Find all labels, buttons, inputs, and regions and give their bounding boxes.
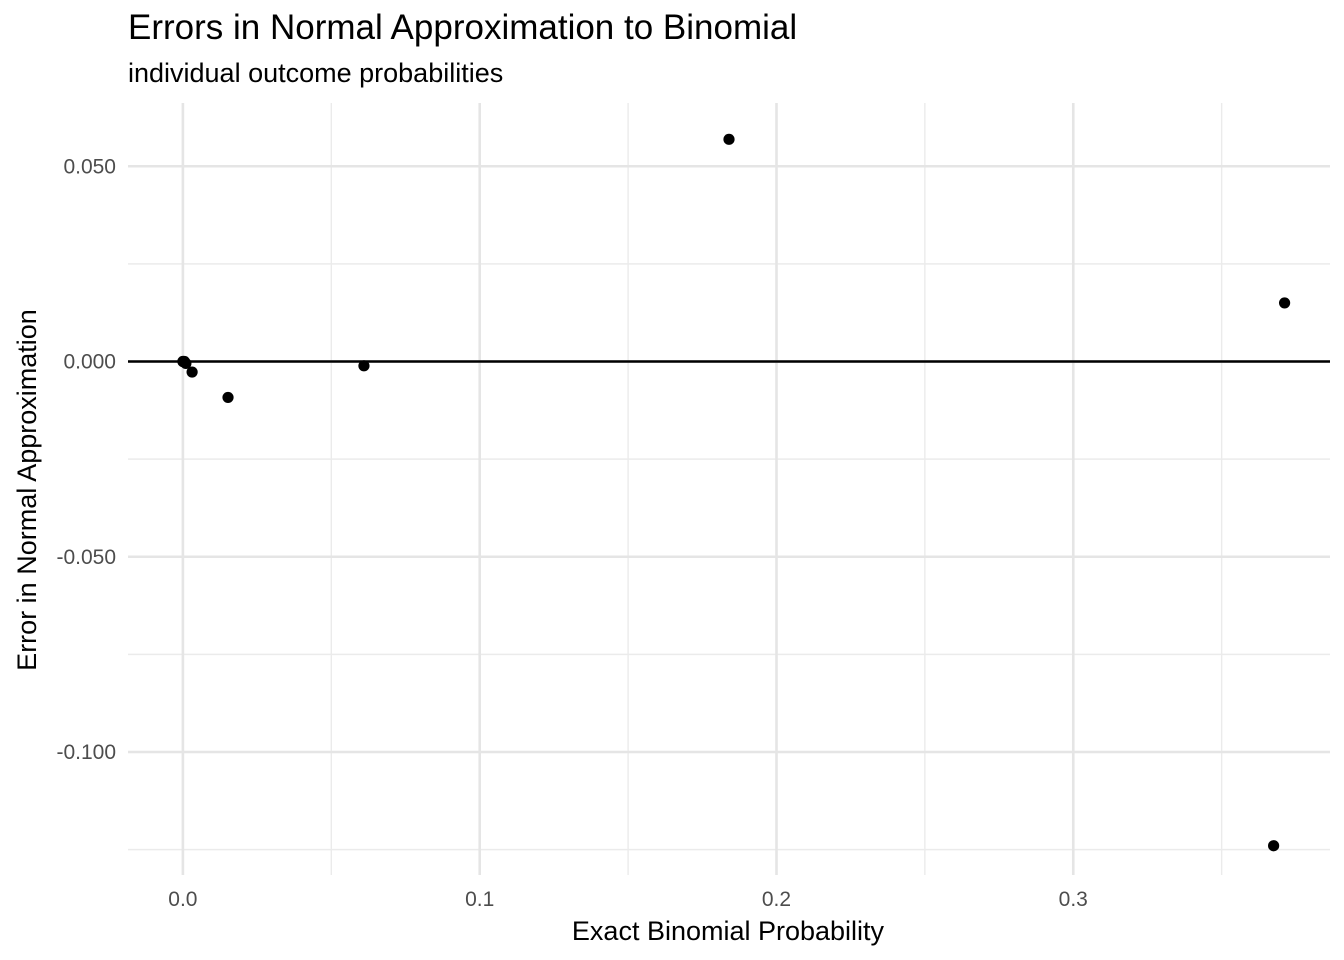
x-tick-label: 0.3 [1059,888,1088,911]
data-point [186,366,198,378]
data-points [177,133,1291,852]
minor-gridlines [128,103,1330,875]
y-tick-label: 0.050 [63,155,116,178]
y-axis-title: Error in Normal Approximation [12,309,42,671]
major-gridlines [128,103,1330,875]
x-tick-label: 0.0 [168,888,197,911]
chart-subtitle: individual outcome probabilities [128,58,504,88]
x-axis-title: Exact Binomial Probability [572,916,885,946]
y-tick-label: -0.050 [56,546,116,569]
y-tick-label: -0.100 [56,741,116,764]
x-axis-tick-labels: 0.0 0.1 0.2 0.3 [168,888,1088,911]
data-point [723,133,735,145]
x-tick-label: 0.1 [465,888,494,911]
x-tick-label: 0.2 [762,888,791,911]
chart-title: Errors in Normal Approximation to Binomi… [128,8,798,47]
data-point [222,391,234,404]
y-axis-tick-labels: 0.050 0.000 -0.050 -0.100 [56,155,116,764]
data-point [358,360,370,372]
data-point [180,357,192,370]
data-point [1278,297,1291,309]
data-point [1268,840,1280,852]
y-tick-label: 0.000 [63,351,116,374]
